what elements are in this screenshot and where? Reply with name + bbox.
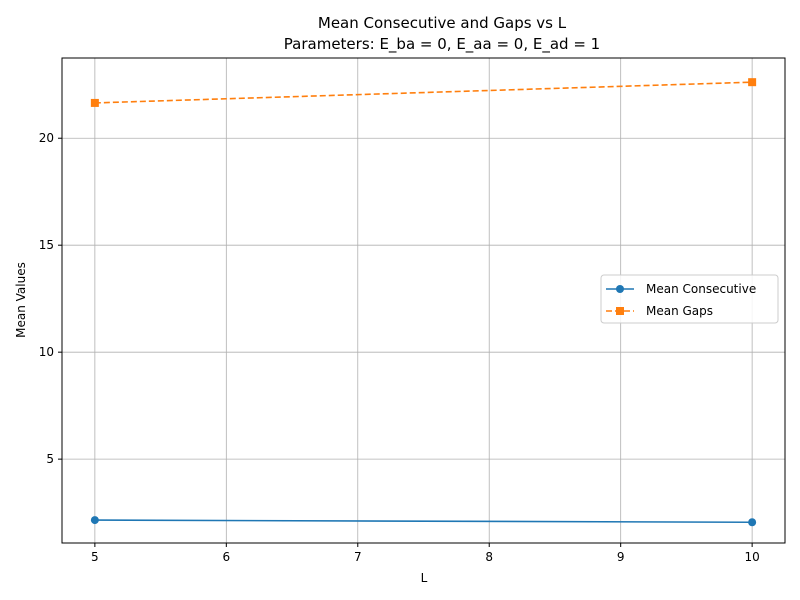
series-line [94,81,753,104]
series-1 [90,516,757,527]
legend-marker [616,307,624,315]
series-line [94,519,753,524]
legend: Mean Consecutive Mean Gaps [600,274,779,324]
x-tick-label: 8 [485,550,493,564]
data-point [90,98,99,107]
y-tick-label: 10 [39,345,54,359]
legend-box [600,274,779,324]
legend-label: Mean Consecutive [646,282,756,296]
x-tick-label: 5 [91,550,99,564]
x-tick-label: 6 [222,550,230,564]
y-tick-label: 5 [46,452,54,466]
data-point [90,516,99,525]
y-tick-label: 15 [39,238,54,252]
series-2 [90,78,757,107]
x-axis-ticks: 5 6 7 8 9 10 [91,543,760,564]
chart-title: Mean Consecutive and Gaps vs L [318,14,567,32]
x-tick-label: 10 [744,550,759,564]
legend-marker [616,285,624,293]
data-point [748,78,757,87]
data-point [748,518,757,527]
y-tick-label: 20 [39,131,54,145]
legend-label: Mean Gaps [646,304,713,318]
x-tick-label: 9 [617,550,625,564]
chart-subtitle: Parameters: E_ba = 0, E_aa = 0, E_ad = 1 [284,35,600,54]
x-tick-label: 7 [354,550,362,564]
y-axis-ticks: 5 10 15 20 [39,131,62,466]
y-axis-label: Mean Values [14,262,28,338]
x-axis-label: L [421,571,428,585]
plot-frame [61,57,786,544]
series-layer [90,78,757,527]
